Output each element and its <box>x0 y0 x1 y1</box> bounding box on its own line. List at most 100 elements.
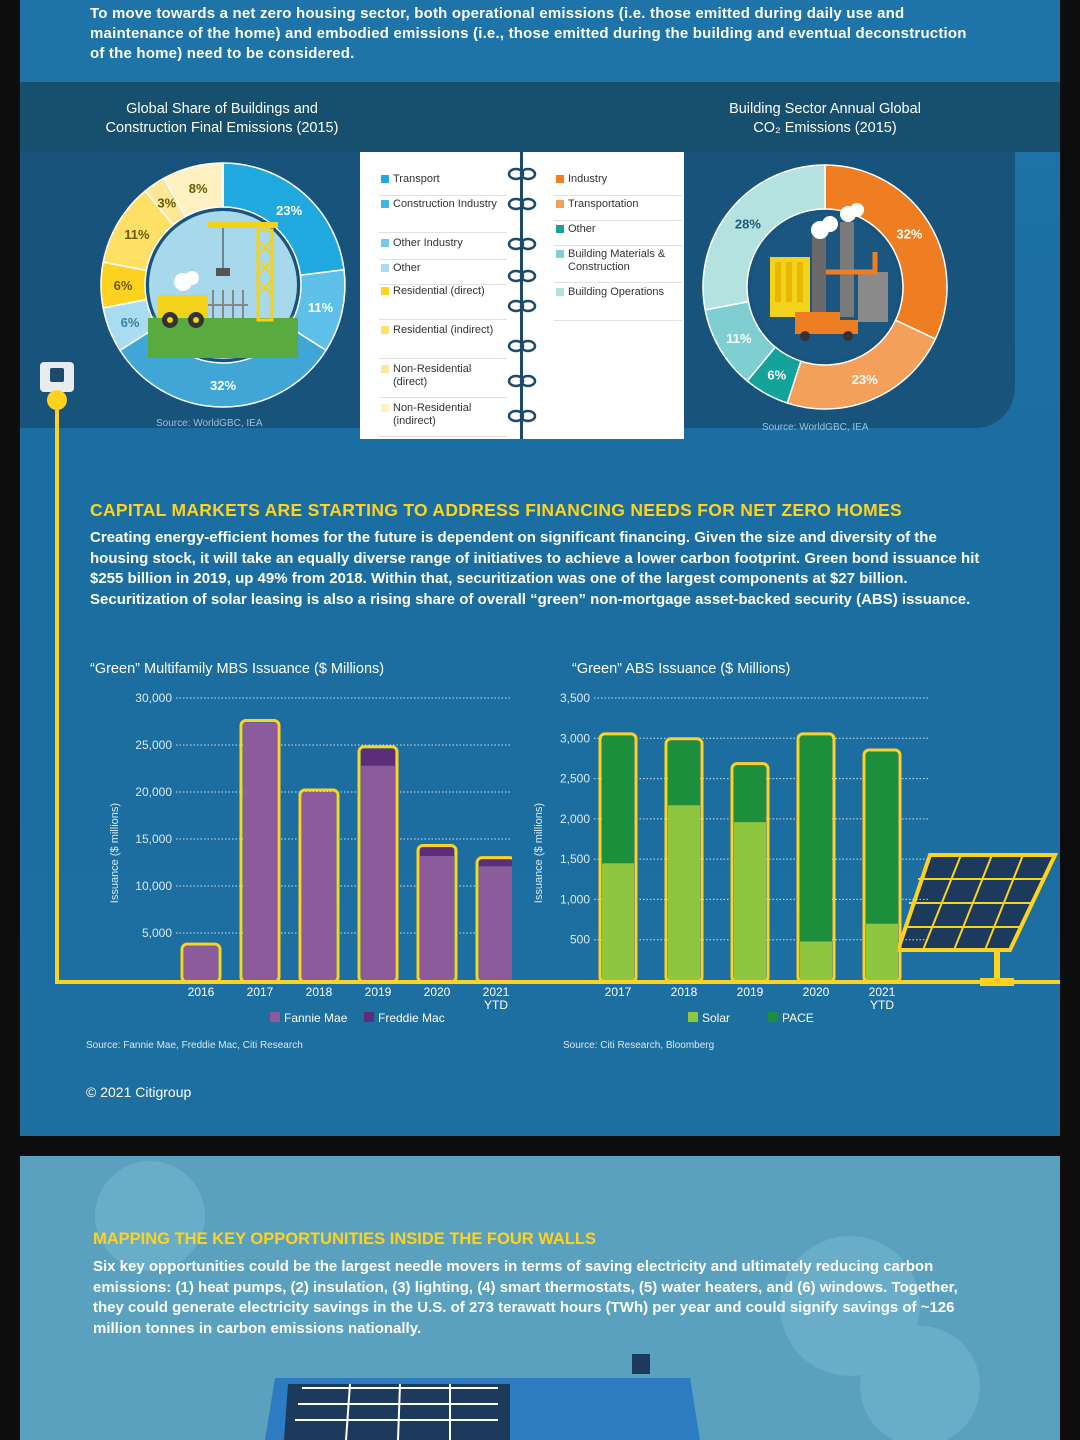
opportunities-headline: MAPPING THE KEY OPPORTUNITIES INSIDE THE… <box>93 1230 596 1248</box>
bar-segment-fannie-mae <box>420 855 454 980</box>
bar-segment-fannie-mae <box>361 765 395 980</box>
legend-label: Other Industry <box>393 237 463 249</box>
legend-swatch <box>381 404 389 412</box>
legend-divider <box>379 436 507 437</box>
bar-segment-solar <box>602 863 634 980</box>
bar-segment-freddie-mac <box>479 859 512 867</box>
donut-slice-label: 28% <box>735 216 761 231</box>
copyright: © 2021 Citigroup <box>86 1084 192 1100</box>
left-donut-title-line2: Construction Final Emissions (2015) <box>105 120 339 136</box>
legend-divider <box>554 220 682 221</box>
right-donut-title-line1: Building Sector Annual Global <box>729 101 921 117</box>
donut-slice-label: 6% <box>767 368 786 383</box>
left-donut-title-line1: Global Share of Buildings and <box>126 101 318 117</box>
mbs-bar-chart: 5,000 10,000 15,000 20,000 25,000 30,000 Issua… <box>109 691 512 1025</box>
legend-divider <box>379 259 507 260</box>
capital-markets-headline: CAPITAL MARKETS ARE STARTING TO ADDRESS … <box>90 500 902 520</box>
legend-divider <box>554 282 682 283</box>
bar-segment-fannie-mae <box>243 722 277 980</box>
legend-divider <box>379 319 507 320</box>
donut-slice-label: 32% <box>210 378 236 393</box>
bar-segment-pace <box>668 740 700 806</box>
x-tick-label: 2020 <box>424 985 451 999</box>
right-donut-chart: 32% 23% 6% 11% 28% <box>702 164 948 410</box>
legend-swatch <box>556 175 564 183</box>
opportunities-panel: MAPPING THE KEY OPPORTUNITIES INSIDE THE… <box>20 1156 1060 1440</box>
legend-item: Industry <box>556 173 673 186</box>
legend-item: Building Materials & Construction <box>556 248 673 274</box>
donut-slice-label: 23% <box>276 203 302 218</box>
intro-text: To move towards a net zero housing secto… <box>90 5 967 62</box>
legend-item: Other <box>381 262 498 275</box>
y-tick-label: 2,000 <box>560 812 590 826</box>
legend-item: Residential (indirect) <box>381 324 498 337</box>
bar-segment-solar <box>866 923 898 980</box>
donut-slice-label: 6% <box>114 278 133 293</box>
legend-swatch <box>556 250 564 258</box>
legend-divider <box>379 397 507 398</box>
legend-item: Transport <box>381 173 498 186</box>
left-donut-chart: 23% 11% 32% 6% 6% 11% 3% 8% <box>100 162 346 408</box>
right-donut-title: Building Sector Annual Global CO₂ Emissi… <box>685 100 965 138</box>
bar-segment-pace <box>602 735 634 864</box>
abs-chart-title: “Green” ABS Issuance ($ Millions) <box>572 661 791 677</box>
binder-ring-icon <box>507 409 537 423</box>
bar-segment-freddie-mac <box>361 748 395 766</box>
mbs-source: Source: Fannie Mae, Freddie Mac, Citi Re… <box>86 1040 303 1051</box>
y-tick-label: 3,000 <box>560 731 590 745</box>
x-tick-sublabel: YTD <box>484 998 508 1012</box>
legend-swatch <box>556 225 564 233</box>
bar-segment-pace <box>734 765 766 823</box>
legend-swatch <box>381 175 389 183</box>
factory-illustration-icon <box>751 203 899 361</box>
y-tick-label: 25,000 <box>135 738 172 752</box>
y-tick-label: 20,000 <box>135 785 172 799</box>
left-donut-source: Source: WorldGBC, IEA <box>156 418 263 429</box>
legend-label: Construction Industry <box>393 198 497 210</box>
infographic-panel: To move towards a net zero housing secto… <box>20 0 1060 1136</box>
y-tick-label: 10,000 <box>135 879 172 893</box>
abs-bar-chart: 500 1,000 1,500 2,000 2,500 3,000 3,500 Issuanc… <box>533 691 930 1025</box>
legend-swatch <box>381 200 389 208</box>
abs-source: Source: Citi Research, Bloomberg <box>563 1040 715 1051</box>
binder-ring-icon <box>507 197 537 211</box>
donut-slice-label: 23% <box>852 372 878 387</box>
binder-ring-icon <box>507 167 537 181</box>
legend-label: Other <box>568 223 596 235</box>
y-tick-label: 1,500 <box>560 852 590 866</box>
donut-slice-label: 3% <box>157 195 176 210</box>
donut-slice-label: 6% <box>121 315 140 330</box>
legend-label: Residential (indirect) <box>393 324 494 336</box>
bar-outline <box>862 748 902 984</box>
legend-swatch <box>364 1012 374 1022</box>
x-tick-label: 2019 <box>365 985 392 999</box>
donut-slice <box>163 162 224 218</box>
bar-outline <box>598 732 638 984</box>
binder-ring-icon <box>507 374 537 388</box>
right-donut-source: Source: WorldGBC, IEA <box>762 422 869 433</box>
y-tick-label: 5,000 <box>142 926 172 940</box>
legend-spine <box>520 152 523 439</box>
legend-swatch <box>381 239 389 247</box>
bar-segment-freddie-mac <box>420 847 454 856</box>
power-cable-decoration <box>40 362 1060 986</box>
legend-label: PACE <box>782 1011 814 1025</box>
x-tick-label: 2020 <box>803 985 830 999</box>
x-tick-label: 2017 <box>605 985 632 999</box>
bar-segment-fannie-mae <box>184 946 218 980</box>
y-tick-label: 15,000 <box>135 832 172 846</box>
y-axis-label: Issuance ($ millions) <box>533 803 545 903</box>
legend-divider <box>554 245 682 246</box>
legend-swatch <box>688 1012 698 1022</box>
legend-label: Transportation <box>568 198 639 210</box>
bar-segment-fannie-mae <box>479 866 512 980</box>
legend-item: Other Industry <box>381 237 498 250</box>
legend-swatch <box>381 287 389 295</box>
bar-segment-solar <box>668 805 700 980</box>
opportunities-paragraph: Six key opportunities could be the large… <box>93 1258 958 1337</box>
left-donut-title: Global Share of Buildings and Constructi… <box>82 100 362 138</box>
y-axis-label: Issuance ($ millions) <box>109 803 121 903</box>
bar-outline <box>730 762 770 984</box>
legend-swatch <box>381 326 389 334</box>
x-tick-label: 2021 <box>869 985 896 999</box>
